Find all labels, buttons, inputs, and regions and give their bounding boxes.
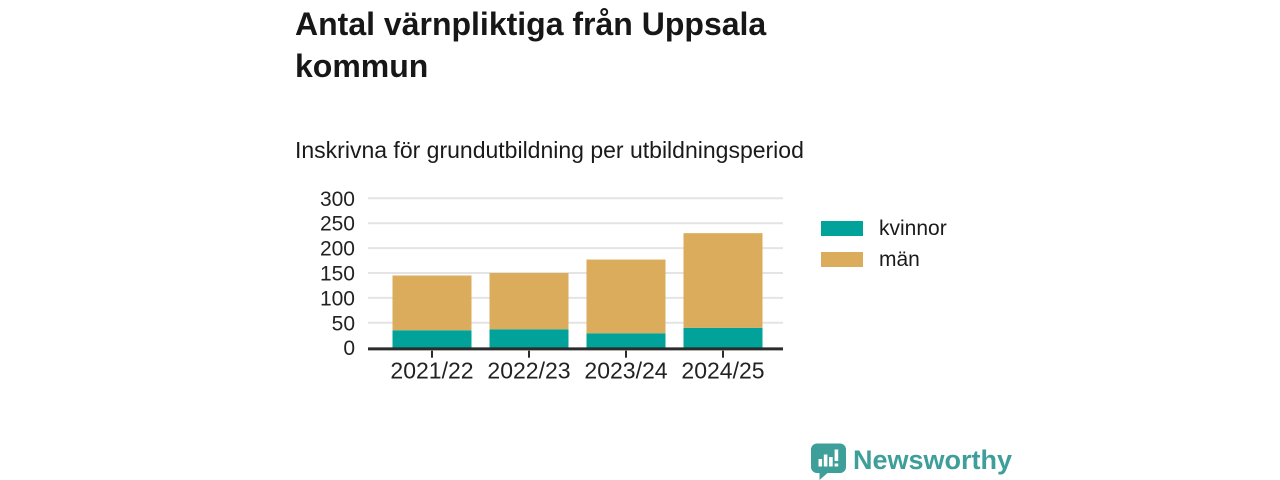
y-tick-label: 100 [320, 287, 355, 310]
bar-segment-kvinnor [489, 329, 569, 348]
y-tick-label: 50 [332, 312, 355, 335]
newsworthy-attribution: Newsworthy [810, 443, 1012, 480]
legend-swatch-man [821, 252, 863, 267]
bar-segment-kvinnor [683, 327, 763, 348]
newsworthy-wordmark: Newsworthy [853, 445, 1013, 475]
bar-segment-kvinnor [586, 333, 666, 348]
y-tick-label: 200 [320, 238, 355, 261]
x-tick-label: 2022/23 [487, 358, 570, 384]
x-tick-label: 2021/22 [390, 358, 473, 384]
legend: kvinnor män [821, 217, 947, 283]
x-tick-label: 2024/25 [681, 358, 764, 384]
chart-subtitle: Inskrivna för grundutbildning per utbild… [295, 137, 804, 163]
bar-segment-man [392, 275, 472, 331]
y-tick-label: 300 [320, 188, 355, 211]
legend-label-kvinnor: kvinnor [879, 217, 947, 240]
legend-swatch-kvinnor [821, 221, 863, 236]
chart-title: Antal värnpliktiga från Uppsala kommun [295, 6, 767, 84]
legend-item-kvinnor: kvinnor [821, 217, 947, 240]
legend-item-man: män [821, 248, 947, 271]
y-tick-label: 0 [343, 337, 355, 360]
x-tick-label: 2023/24 [584, 358, 667, 384]
bar-segment-kvinnor [392, 330, 472, 348]
bar-segment-man [489, 273, 569, 330]
y-tick-label: 150 [320, 263, 355, 286]
legend-label-man: män [879, 248, 920, 271]
bar-segment-man [586, 259, 666, 334]
newsworthy-logo-icon [811, 443, 846, 480]
y-tick-label: 250 [320, 213, 355, 236]
bar-segment-man [683, 233, 763, 328]
